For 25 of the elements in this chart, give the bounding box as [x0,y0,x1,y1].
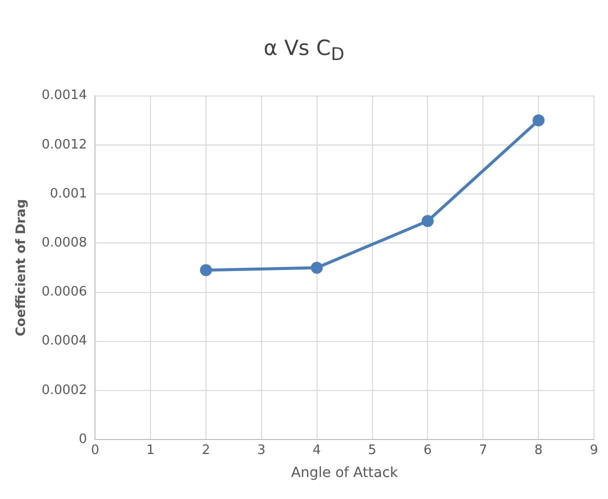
point [310,262,323,274]
x-tick-label: 2 [202,442,210,458]
x-tick-label: 3 [257,442,266,458]
y-tick-label: 0.0012 [42,137,88,152]
x-tick-label: 1 [146,442,155,458]
point [422,215,434,228]
y-tick-label: 0.0002 [42,382,88,398]
x-axis-title: Angle of Attack [291,465,399,482]
y-tick-label: 0 [78,432,88,447]
y-axis-title: Coefficient of Drag [14,199,30,336]
x-tick-label: 6 [424,442,432,458]
x-tick-label: 4 [312,442,321,458]
x-tick-label: 0 [90,442,100,458]
x-tick-label: 8 [534,442,543,458]
y-tick-label: 0.0004 [42,334,88,349]
x-tick-label: 9 [590,442,598,458]
chart-title: α Vs C$_{D}$ [262,36,346,66]
x-tick-label: 5 [368,442,376,458]
y-tick-label: 0.0008 [42,236,88,251]
y-tick-label: 0.0006 [42,284,88,300]
y-tick-label: 0.0014 [42,88,88,104]
x-tick-label: 7 [478,442,488,458]
point [532,114,545,126]
point [200,264,212,276]
y-tick-label: 0.001 [50,186,88,202]
